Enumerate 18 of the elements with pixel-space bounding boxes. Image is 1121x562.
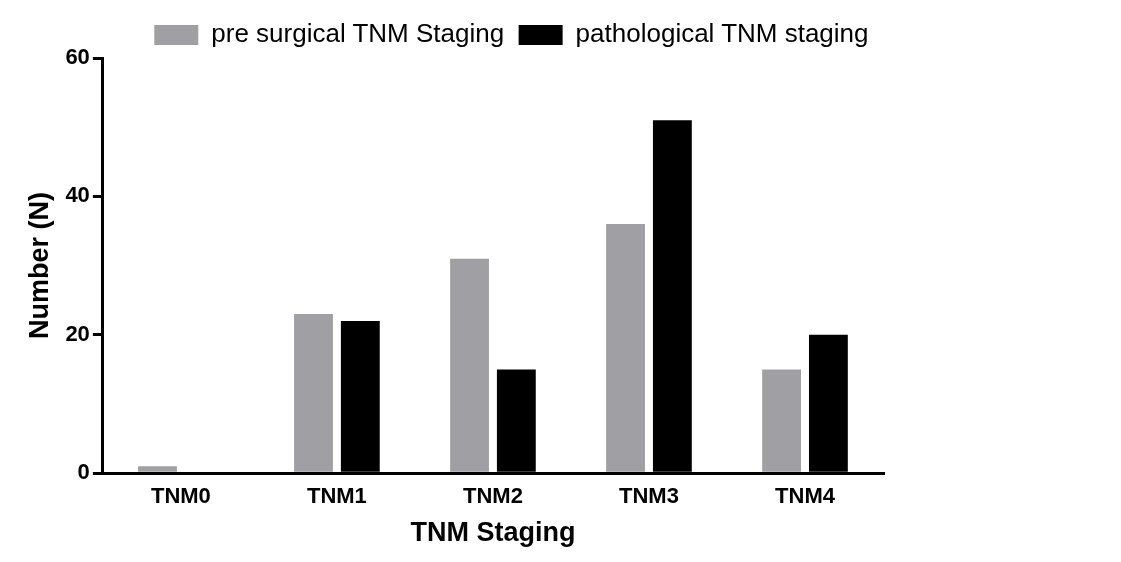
y-tick-label: 40	[65, 182, 90, 208]
y-tick-label: 60	[65, 44, 90, 70]
x-tick-label: TNM4	[775, 483, 836, 509]
x-axis-title: TNM Staging	[410, 517, 576, 548]
bar	[762, 369, 802, 472]
legend-label: pathological TNM staging	[575, 18, 869, 49]
bar	[606, 224, 645, 472]
bar	[450, 258, 489, 472]
bar	[138, 466, 177, 472]
x-tick-label: TNM0	[150, 483, 211, 509]
x-tick-label: TNM3	[619, 483, 679, 509]
y-tick-label: 20	[65, 320, 90, 346]
x-tick-label: TNM2	[462, 483, 523, 509]
y-axis-title: Number (N)	[23, 192, 54, 340]
legend-label: pre surgical TNM Staging	[211, 18, 505, 49]
bar	[294, 314, 333, 472]
y-tick-label: 0	[77, 459, 90, 485]
x-tick-label: TNM1	[306, 483, 367, 509]
